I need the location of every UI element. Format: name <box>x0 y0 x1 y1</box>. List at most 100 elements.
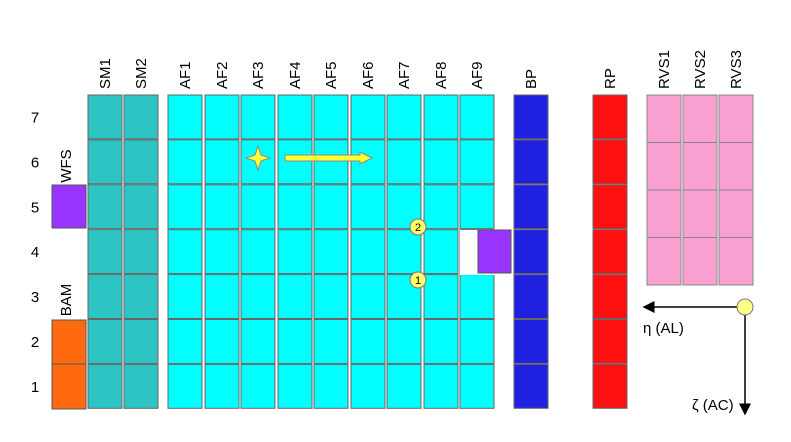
ccd <box>513 184 549 230</box>
al-axis-label: η (AL) <box>643 320 684 337</box>
ccd <box>682 237 718 286</box>
column-label: AF2 <box>214 61 231 89</box>
ccd <box>682 94 718 143</box>
ccd <box>167 139 203 185</box>
ccd <box>87 229 123 275</box>
wfs-label: WFS <box>58 149 75 182</box>
ccd <box>123 274 159 320</box>
column-label: AF5 <box>323 61 340 89</box>
ccd <box>682 142 718 191</box>
ccd <box>240 184 276 230</box>
ccd-grid: SM1 SM2 AF1 AF2 AF3 AF4 AF5 AF6 AF7 AF8 AF9 BP RP RVS… <box>87 50 754 409</box>
ccd <box>167 274 203 320</box>
ccd <box>240 274 276 320</box>
ccd <box>123 184 159 230</box>
ccd <box>204 94 240 140</box>
row-label: 3 <box>31 289 39 306</box>
marker-label: 2 <box>415 222 421 234</box>
ccd <box>646 189 682 238</box>
column-label: BP <box>523 69 540 89</box>
ccd <box>459 139 495 185</box>
column-label: RP <box>602 68 619 89</box>
wfs-ccd <box>477 229 512 274</box>
ccd <box>350 363 386 409</box>
ccd <box>423 363 459 409</box>
ccd <box>592 274 628 320</box>
column-label: RVS2 <box>692 50 709 89</box>
ccd <box>87 139 123 185</box>
ccd <box>592 184 628 230</box>
ccd <box>718 237 754 286</box>
wfs-ccd <box>51 184 87 229</box>
ccd <box>313 363 349 409</box>
ccd <box>204 229 240 275</box>
ccd <box>459 319 495 364</box>
column-label: AF6 <box>360 61 377 89</box>
ccd <box>459 363 495 409</box>
column-label: AF9 <box>469 61 486 89</box>
ccd <box>513 363 549 409</box>
column-label: AF3 <box>250 61 267 89</box>
ccd <box>123 139 159 185</box>
ccd <box>277 229 313 275</box>
ccd <box>167 184 203 230</box>
ccd <box>240 94 276 140</box>
ccd <box>87 94 123 140</box>
ccd <box>277 363 313 409</box>
ccd <box>277 274 313 320</box>
ccd <box>592 139 628 185</box>
axis-origin <box>736 298 754 316</box>
ccd <box>423 229 459 275</box>
ccd <box>350 229 386 275</box>
ccd <box>313 94 349 140</box>
ccd <box>123 319 159 364</box>
ccd <box>513 229 549 275</box>
ccd <box>682 189 718 238</box>
bam-label: BAM <box>58 284 75 317</box>
ac-axis-label: ζ (AC) <box>692 397 734 414</box>
column-label: SM1 <box>97 58 114 89</box>
ccd <box>459 94 495 140</box>
ccd <box>423 319 459 364</box>
ccd <box>123 94 159 140</box>
ccd <box>313 139 349 185</box>
ccd <box>386 229 422 275</box>
marker <box>409 271 427 289</box>
bam-ccd <box>51 363 87 410</box>
ccd <box>313 319 349 364</box>
column-label: AF8 <box>433 61 450 89</box>
ccd <box>423 139 459 185</box>
ccd <box>87 184 123 230</box>
ccd <box>204 139 240 185</box>
ccd <box>204 274 240 320</box>
ccd <box>204 363 240 409</box>
ccd <box>277 94 313 140</box>
ccd <box>646 237 682 286</box>
column-label: AF4 <box>287 61 304 89</box>
ccd <box>350 94 386 140</box>
ccd <box>386 319 422 364</box>
ccd <box>313 184 349 230</box>
ccd <box>313 229 349 275</box>
ccd <box>513 94 549 140</box>
ccd <box>277 319 313 364</box>
ccd <box>87 363 123 409</box>
ccd <box>386 94 422 140</box>
ccd <box>277 139 313 185</box>
ccd <box>167 229 203 275</box>
row-label: 4 <box>31 244 39 261</box>
ccd <box>204 319 240 364</box>
marker-label: 1 <box>415 275 421 287</box>
ccd <box>350 319 386 364</box>
ccd <box>167 94 203 140</box>
column-label: SM2 <box>133 58 150 89</box>
ccd <box>350 139 386 185</box>
column-label: AF1 <box>177 61 194 89</box>
ccd <box>240 229 276 275</box>
column-label: RVS1 <box>656 50 673 89</box>
ccd <box>718 94 754 143</box>
ccd <box>167 319 203 364</box>
column-label: AF7 <box>396 61 413 89</box>
ccd <box>513 319 549 364</box>
